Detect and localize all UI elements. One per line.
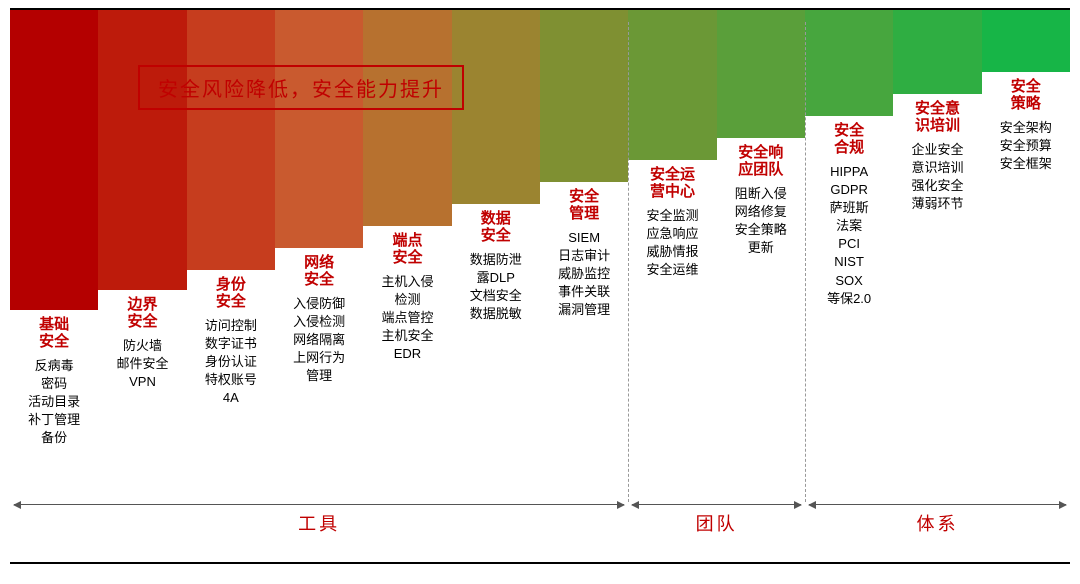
stair-step <box>893 10 981 94</box>
bottom-axis: 工具团队体系 <box>10 496 1070 536</box>
stair-step <box>10 10 98 310</box>
column-content: 安全 策略安全架构 安全预算 安全框架 <box>1000 72 1052 173</box>
column-title: 安全响 应团队 <box>735 144 787 179</box>
stair-step <box>982 10 1070 72</box>
column-content: 安全运 营中心安全监测 应急响应 威胁情报 安全运维 <box>646 160 698 279</box>
column-items: HIPPA GDPR 萨班斯 法案 PCI NIST SOX 等保2.0 <box>827 163 871 309</box>
column-items: 阻断入侵 网络修复 安全策略 更新 <box>735 185 787 258</box>
stair-step <box>187 10 275 270</box>
axis-label: 体系 <box>805 510 1070 536</box>
column-content: 安全 管理 SIEM 日志审计 威胁监控 事件关联 漏洞管理 <box>558 182 610 319</box>
group-divider <box>805 22 806 502</box>
axis-label: 工具 <box>10 510 628 536</box>
column-title: 数据 安全 <box>470 210 522 245</box>
column-items: 反病毒 密码 活动目录 补丁管理 备份 <box>28 357 80 448</box>
stair-step <box>717 10 805 138</box>
column-content: 基础 安全反病毒 密码 活动目录 补丁管理 备份 <box>28 310 80 447</box>
column-content: 数据 安全数据防泄 露DLP 文档安全 数据脱敏 <box>470 204 522 323</box>
column-items: 访问控制 数字证书 身份认证 特权账号 4A <box>205 317 257 408</box>
stair-column: 安全意 识培训企业安全 意识培训 强化安全 薄弱环节 <box>893 10 981 470</box>
column-title: 安全 策略 <box>1000 78 1052 113</box>
column-content: 安全响 应团队阻断入侵 网络修复 安全策略 更新 <box>735 138 787 257</box>
column-content: 网络 安全入侵防御 入侵检测 网络隔离 上网行为 管理 <box>293 248 345 385</box>
column-items: 防火墙 邮件安全 VPN <box>116 337 168 392</box>
stair-step <box>98 10 186 290</box>
column-title: 边界 安全 <box>116 296 168 331</box>
column-title: 安全意 识培训 <box>911 100 963 135</box>
column-content: 端点 安全主机入侵 检测 端点管控 主机安全 EDR <box>381 226 433 363</box>
stair-column: 数据 安全数据防泄 露DLP 文档安全 数据脱敏 <box>452 10 540 470</box>
column-items: SIEM 日志审计 威胁监控 事件关联 漏洞管理 <box>558 229 610 320</box>
stair-step <box>805 10 893 116</box>
column-title: 安全 合规 <box>827 122 871 157</box>
stair-column: 基础 安全反病毒 密码 活动目录 补丁管理 备份 <box>10 10 98 470</box>
column-items: 企业安全 意识培训 强化安全 薄弱环节 <box>911 141 963 214</box>
stair-step <box>540 10 628 182</box>
stair-step <box>452 10 540 204</box>
column-title: 端点 安全 <box>381 232 433 267</box>
stair-column: 安全运 营中心安全监测 应急响应 威胁情报 安全运维 <box>628 10 716 470</box>
column-items: 数据防泄 露DLP 文档安全 数据脱敏 <box>470 251 522 324</box>
column-title: 安全运 营中心 <box>646 166 698 201</box>
column-title: 基础 安全 <box>28 316 80 351</box>
group-divider <box>628 22 629 502</box>
callout-box: 安全风险降低，安全能力提升 <box>138 65 464 110</box>
stair-step <box>275 10 363 248</box>
column-items: 主机入侵 检测 端点管控 主机安全 EDR <box>381 273 433 364</box>
stair-step <box>363 10 451 226</box>
column-items: 安全架构 安全预算 安全框架 <box>1000 119 1052 174</box>
column-items: 安全监测 应急响应 威胁情报 安全运维 <box>646 207 698 280</box>
stair-column: 安全 合规 HIPPA GDPR 萨班斯 法案 PCI NIST SOX 等保2.… <box>805 10 893 470</box>
column-content: 边界 安全防火墙 邮件安全 VPN <box>116 290 168 391</box>
column-content: 安全 合规 HIPPA GDPR 萨班斯 法案 PCI NIST SOX 等保2.… <box>827 116 871 308</box>
stair-column: 安全 策略安全架构 安全预算 安全框架 <box>982 10 1070 470</box>
column-content: 身份 安全访问控制 数字证书 身份认证 特权账号 4A <box>205 270 257 407</box>
column-items: 入侵防御 入侵检测 网络隔离 上网行为 管理 <box>293 295 345 386</box>
stair-step <box>628 10 716 160</box>
axis-arrow-line <box>809 504 1066 505</box>
column-title: 安全 管理 <box>558 188 610 223</box>
axis-segment: 体系 <box>805 496 1070 536</box>
column-content: 安全意 识培训企业安全 意识培训 强化安全 薄弱环节 <box>911 94 963 213</box>
stair-column: 安全 管理 SIEM 日志审计 威胁监控 事件关联 漏洞管理 <box>540 10 628 470</box>
axis-arrow-line <box>14 504 624 505</box>
axis-label: 团队 <box>628 510 805 536</box>
column-title: 网络 安全 <box>293 254 345 289</box>
axis-segment: 工具 <box>10 496 628 536</box>
axis-segment: 团队 <box>628 496 805 536</box>
column-title: 身份 安全 <box>205 276 257 311</box>
stair-column: 安全响 应团队阻断入侵 网络修复 安全策略 更新 <box>717 10 805 470</box>
diagram-frame: 安全风险降低，安全能力提升 基础 安全反病毒 密码 活动目录 补丁管理 备份边界… <box>10 8 1070 564</box>
callout-text: 安全风险降低，安全能力提升 <box>158 79 444 101</box>
axis-arrow-line <box>632 504 801 505</box>
